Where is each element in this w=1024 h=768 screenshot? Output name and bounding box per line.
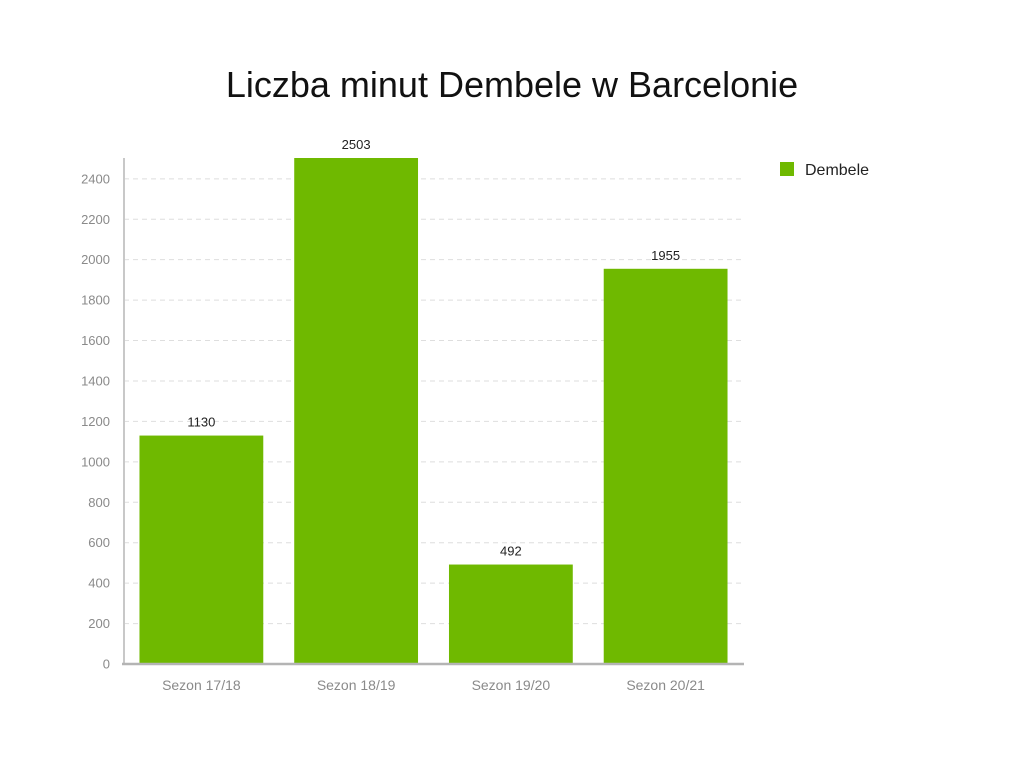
y-tick-label: 1400	[81, 373, 110, 388]
bar	[294, 158, 419, 664]
chart-title: Liczba minut Dembele w Barcelonie	[226, 64, 798, 105]
bars	[139, 158, 728, 664]
y-tick-label: 200	[88, 616, 110, 631]
x-tick-label: Sezon 17/18	[162, 677, 241, 693]
legend-label: Dembele	[805, 162, 869, 179]
data-label: 2503	[342, 137, 371, 152]
y-axis-tick-labels: 0 200 400 600 800 1000 1200 1400 1600 1800 2000 220…	[81, 171, 110, 671]
data-label: 1130	[187, 415, 215, 430]
y-tick-label: 0	[103, 657, 110, 672]
legend[interactable]: Dembele	[780, 162, 869, 179]
y-tick-label: 800	[88, 495, 110, 510]
data-label: 1955	[651, 248, 680, 263]
x-tick-label: Sezon 20/21	[626, 677, 705, 693]
data-labels: 1130 2503 492 1955	[187, 137, 680, 559]
data-label: 492	[500, 544, 522, 559]
x-tick-label: Sezon 18/19	[317, 677, 396, 693]
x-axis-tick-labels: Sezon 17/18 Sezon 18/19 Sezon 19/20 Sezon 2…	[162, 677, 705, 693]
y-tick-label: 2000	[81, 252, 110, 267]
y-tick-label: 1600	[81, 333, 110, 348]
bar	[603, 268, 728, 664]
x-tick-label: Sezon 19/20	[472, 677, 551, 693]
y-tick-label: 600	[88, 535, 110, 550]
y-tick-label: 2200	[81, 212, 110, 227]
bar	[448, 564, 573, 664]
y-tick-label: 1200	[81, 414, 110, 429]
y-tick-label: 1800	[81, 293, 110, 308]
bar	[139, 435, 264, 664]
y-tick-label: 2400	[81, 171, 110, 186]
y-tick-label: 400	[88, 576, 110, 591]
y-tick-label: 1000	[81, 454, 110, 469]
legend-swatch	[780, 162, 794, 176]
